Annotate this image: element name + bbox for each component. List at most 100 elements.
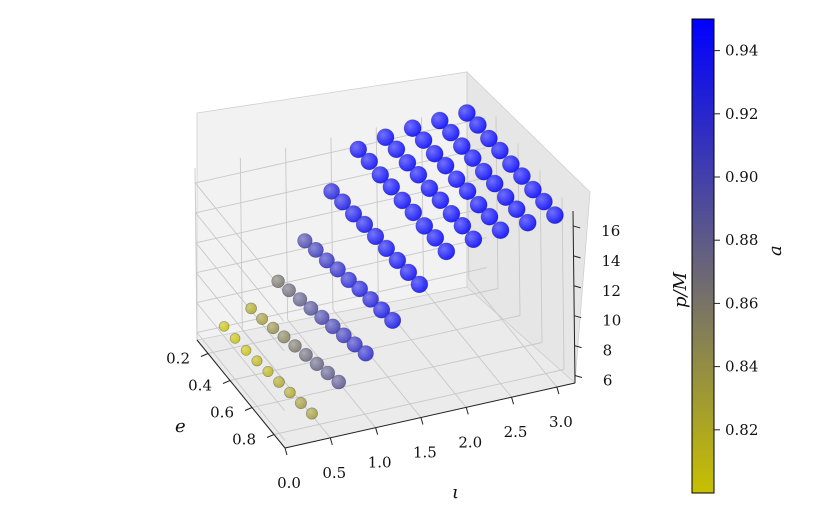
data-point-highlight: [357, 345, 374, 362]
grid-line-z: [196, 207, 487, 274]
colorbar-tick-label: 0.92: [725, 105, 758, 123]
data-point-highlight: [404, 119, 422, 137]
colorbar-tick-label: 0.94: [725, 42, 758, 60]
grid-line-z: [195, 272, 285, 381]
grid-line-z: [195, 117, 486, 184]
z-tick-mark: [574, 345, 582, 349]
z-tick-mark: [573, 255, 581, 259]
x-tick-label: 0.2: [166, 350, 190, 368]
data-point-highlight: [389, 252, 406, 269]
data-point-highlight: [299, 348, 313, 362]
x-axis-label: e: [175, 416, 186, 437]
z-axis-line: [572, 210, 576, 384]
data-point-highlight: [241, 345, 252, 356]
x-axis-ticks: 0.2 0.4 0.6 0.8: [166, 350, 275, 449]
data-point-highlight: [480, 130, 498, 147]
data-point-highlight: [284, 387, 296, 398]
colorbar: [691, 18, 715, 494]
x-tick-mark: [266, 434, 275, 438]
z-tick-label: 10: [602, 312, 621, 330]
data-point-highlight: [411, 276, 428, 293]
y-tick-mark: [511, 397, 515, 405]
data-point-highlight: [336, 327, 352, 343]
data-point-highlight: [546, 206, 564, 224]
data-point-highlight: [331, 375, 346, 389]
x-axis-line: [196, 339, 286, 449]
x-tick-label: 0.6: [210, 404, 234, 422]
x-tick-mark: [200, 353, 209, 357]
y-axis-label: ι: [452, 482, 459, 503]
y-tick-label: 0.0: [277, 474, 301, 492]
data-point-highlight: [251, 355, 263, 367]
data-point-highlight: [377, 128, 394, 146]
data-point-highlight: [320, 366, 335, 380]
data-point-highlight: [373, 301, 390, 319]
data-point-highlight: [329, 261, 346, 278]
grid-line-z: [194, 182, 284, 292]
grid-line-x: [229, 315, 521, 381]
data-point-highlight: [464, 149, 482, 167]
grid-line-x: [561, 197, 565, 370]
z-tick-label: 6: [603, 372, 613, 390]
colorbar-tick-label: 0.88: [725, 231, 758, 249]
data-point-highlight: [426, 145, 444, 163]
grid-line-x: [273, 369, 565, 435]
data-point-highlight: [293, 292, 307, 307]
z-tick-mark: [574, 315, 582, 319]
data-point-highlight: [492, 221, 509, 239]
data-point-highlight: [371, 166, 389, 184]
data-point-highlight: [323, 183, 340, 200]
data-point-highlight: [442, 124, 460, 142]
data-point-highlight: [431, 191, 449, 209]
data-points: [218, 104, 564, 420]
data-point-highlight: [273, 376, 285, 388]
y-axis-ticks: 0.0 0.5 1.0 1.5 2.0 2.5 3.0: [277, 386, 573, 492]
data-point-highlight: [497, 188, 515, 206]
y-tick-label: 1.0: [368, 454, 392, 472]
y-tick-mark: [284, 447, 288, 456]
y-tick-label: 3.0: [549, 413, 573, 431]
y-tick-mark: [375, 427, 379, 435]
data-point-highlight: [448, 170, 466, 188]
data-point-highlight: [282, 283, 296, 297]
axis-lines: [196, 210, 576, 449]
data-point-highlight: [310, 357, 324, 371]
data-point-highlight: [442, 205, 460, 223]
z-tick-mark: [573, 225, 581, 229]
colorbar-tick-label: 0.84: [725, 358, 758, 376]
data-point-highlight: [308, 242, 324, 258]
x-tick-label: 0.8: [232, 431, 256, 449]
grid-line-x: [251, 342, 543, 408]
data-point-highlight: [491, 142, 509, 160]
data-point-highlight: [362, 291, 379, 308]
data-point-highlight: [367, 228, 384, 245]
y-tick-mark: [420, 417, 424, 425]
colorbar-tick-label: 0.90: [725, 168, 758, 186]
colorbar-label: a: [765, 245, 786, 256]
data-point-highlight: [481, 208, 498, 226]
y-tick-mark: [329, 437, 333, 445]
data-point-highlight: [415, 131, 433, 149]
colorbar-tick-label: 0.82: [725, 421, 758, 439]
grid-line-y: [194, 167, 198, 341]
data-point-highlight: [420, 179, 438, 197]
data-point-highlight: [230, 333, 241, 344]
z-tick-mark: [573, 285, 582, 289]
data-point-highlight: [288, 339, 302, 353]
y-tick-mark: [465, 407, 469, 415]
data-point-highlight: [219, 321, 230, 332]
z-tick-mark: [574, 375, 583, 379]
data-point-highlight: [297, 233, 313, 249]
data-point-highlight: [256, 313, 268, 325]
data-point-highlight: [325, 318, 341, 334]
data-point-highlight: [437, 242, 455, 260]
data-point-highlight: [400, 264, 417, 281]
data-point-highlight: [524, 181, 542, 199]
data-point-highlight: [393, 191, 411, 209]
y-tick-label: 2.0: [458, 433, 482, 451]
grid-line-z: [196, 332, 286, 441]
data-point-highlight: [271, 274, 285, 288]
grid-line-z: [195, 212, 284, 322]
data-point-highlight: [469, 116, 487, 134]
